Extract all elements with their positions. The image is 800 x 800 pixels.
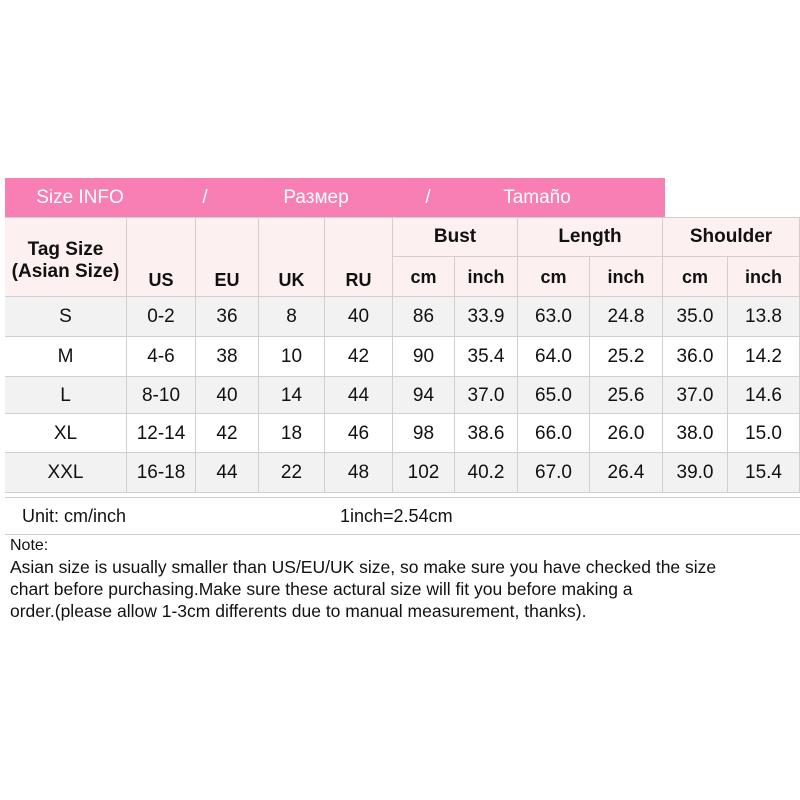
unit-text: Unit: cm/inch — [22, 505, 127, 526]
table-cell: M — [5, 337, 127, 377]
table-cell: 66.0 — [518, 414, 590, 453]
header-bg — [5, 217, 800, 297]
table-cell: 48 — [325, 453, 393, 493]
table-cell: 102 — [393, 453, 455, 493]
table-cell: 38.6 — [455, 414, 518, 453]
sub-header: inch — [728, 257, 800, 297]
header-text: Tag Size — [27, 239, 104, 260]
header-cell: Tag Size (Asian Size) — [5, 217, 127, 297]
note-line: order.(please allow 1-3cm differents due… — [10, 600, 587, 621]
banner-text: Размер — [283, 186, 349, 208]
table-cell: 39.0 — [663, 453, 728, 493]
banner — [5, 178, 665, 217]
table-cell: 14 — [259, 377, 325, 414]
table-cell: 86 — [393, 297, 455, 337]
header-text: (Asian Size) — [11, 261, 120, 282]
note-line: chart before purchasing.Make sure these … — [10, 578, 633, 599]
header-cell: UK — [259, 217, 325, 297]
table-cell: 40.2 — [455, 453, 518, 493]
table-cell: 44 — [325, 377, 393, 414]
group-header: Bust — [393, 217, 518, 257]
banner-text: / — [425, 186, 431, 208]
table-cell: 37.0 — [455, 377, 518, 414]
table-cell: 44 — [196, 453, 259, 493]
banner-text: / — [202, 186, 208, 208]
table-cell: 38 — [196, 337, 259, 377]
header-cell: US — [127, 217, 196, 297]
table-cell: 98 — [393, 414, 455, 453]
table-cell: 10 — [259, 337, 325, 377]
group-header: Length — [518, 217, 663, 257]
table-cell: 90 — [393, 337, 455, 377]
table-cell: L — [5, 377, 127, 414]
table-cell: 36.0 — [663, 337, 728, 377]
table-cell: 42 — [196, 414, 259, 453]
table-cell: 25.6 — [590, 377, 663, 414]
table-cell: 67.0 — [518, 453, 590, 493]
table-cell: 65.0 — [518, 377, 590, 414]
sub-header: inch — [455, 257, 518, 297]
table-cell: 63.0 — [518, 297, 590, 337]
group-header: Shoulder — [663, 217, 800, 257]
table-cell: 35.0 — [663, 297, 728, 337]
table-cell: 14.2 — [728, 337, 800, 377]
header-cell: RU — [325, 217, 393, 297]
note-line: Asian size is usually smaller than US/EU… — [10, 556, 717, 577]
conversion-text: 1inch=2.54cm — [340, 505, 453, 526]
table-cell: 13.8 — [728, 297, 800, 337]
note-label: Note: — [10, 537, 49, 554]
table-cell: 40 — [196, 377, 259, 414]
table-cell: 38.0 — [663, 414, 728, 453]
table-cell: 94 — [393, 377, 455, 414]
table-cell: XL — [5, 414, 127, 453]
table-cell: 22 — [259, 453, 325, 493]
table-cell: 33.9 — [455, 297, 518, 337]
table-cell: XXL — [5, 453, 127, 493]
table-cell: 64.0 — [518, 337, 590, 377]
row-bg — [5, 377, 800, 414]
unit-row — [5, 497, 800, 535]
header-cell: EU — [196, 217, 259, 297]
table-cell: 24.8 — [590, 297, 663, 337]
row-bg — [5, 297, 800, 337]
table-cell: 26.4 — [590, 453, 663, 493]
sub-header: inch — [590, 257, 663, 297]
table-cell: 18 — [259, 414, 325, 453]
row-bg — [5, 337, 800, 377]
table-cell: 8 — [259, 297, 325, 337]
sub-header: cm — [518, 257, 590, 297]
sub-header: cm — [663, 257, 728, 297]
table-cell: 26.0 — [590, 414, 663, 453]
table-cell: 8-10 — [127, 377, 196, 414]
sub-header: cm — [393, 257, 455, 297]
row-bg — [5, 453, 800, 493]
table-cell: 42 — [325, 337, 393, 377]
table-cell: 0-2 — [127, 297, 196, 337]
table-cell: 12-14 — [127, 414, 196, 453]
table-cell: 40 — [325, 297, 393, 337]
table-cell: 46 — [325, 414, 393, 453]
table-cell: 16-18 — [127, 453, 196, 493]
table-cell: 37.0 — [663, 377, 728, 414]
table-cell: 35.4 — [455, 337, 518, 377]
table-cell: 15.4 — [728, 453, 800, 493]
table-cell: 4-6 — [127, 337, 196, 377]
banner-text: Tamaño — [503, 186, 571, 208]
table-cell: 36 — [196, 297, 259, 337]
table-cell: 25.2 — [590, 337, 663, 377]
table-cell: S — [5, 297, 127, 337]
row-bg — [5, 414, 800, 453]
banner-text: Size INFO — [36, 186, 124, 208]
table-cell: 14.6 — [728, 377, 800, 414]
table-cell: 15.0 — [728, 414, 800, 453]
